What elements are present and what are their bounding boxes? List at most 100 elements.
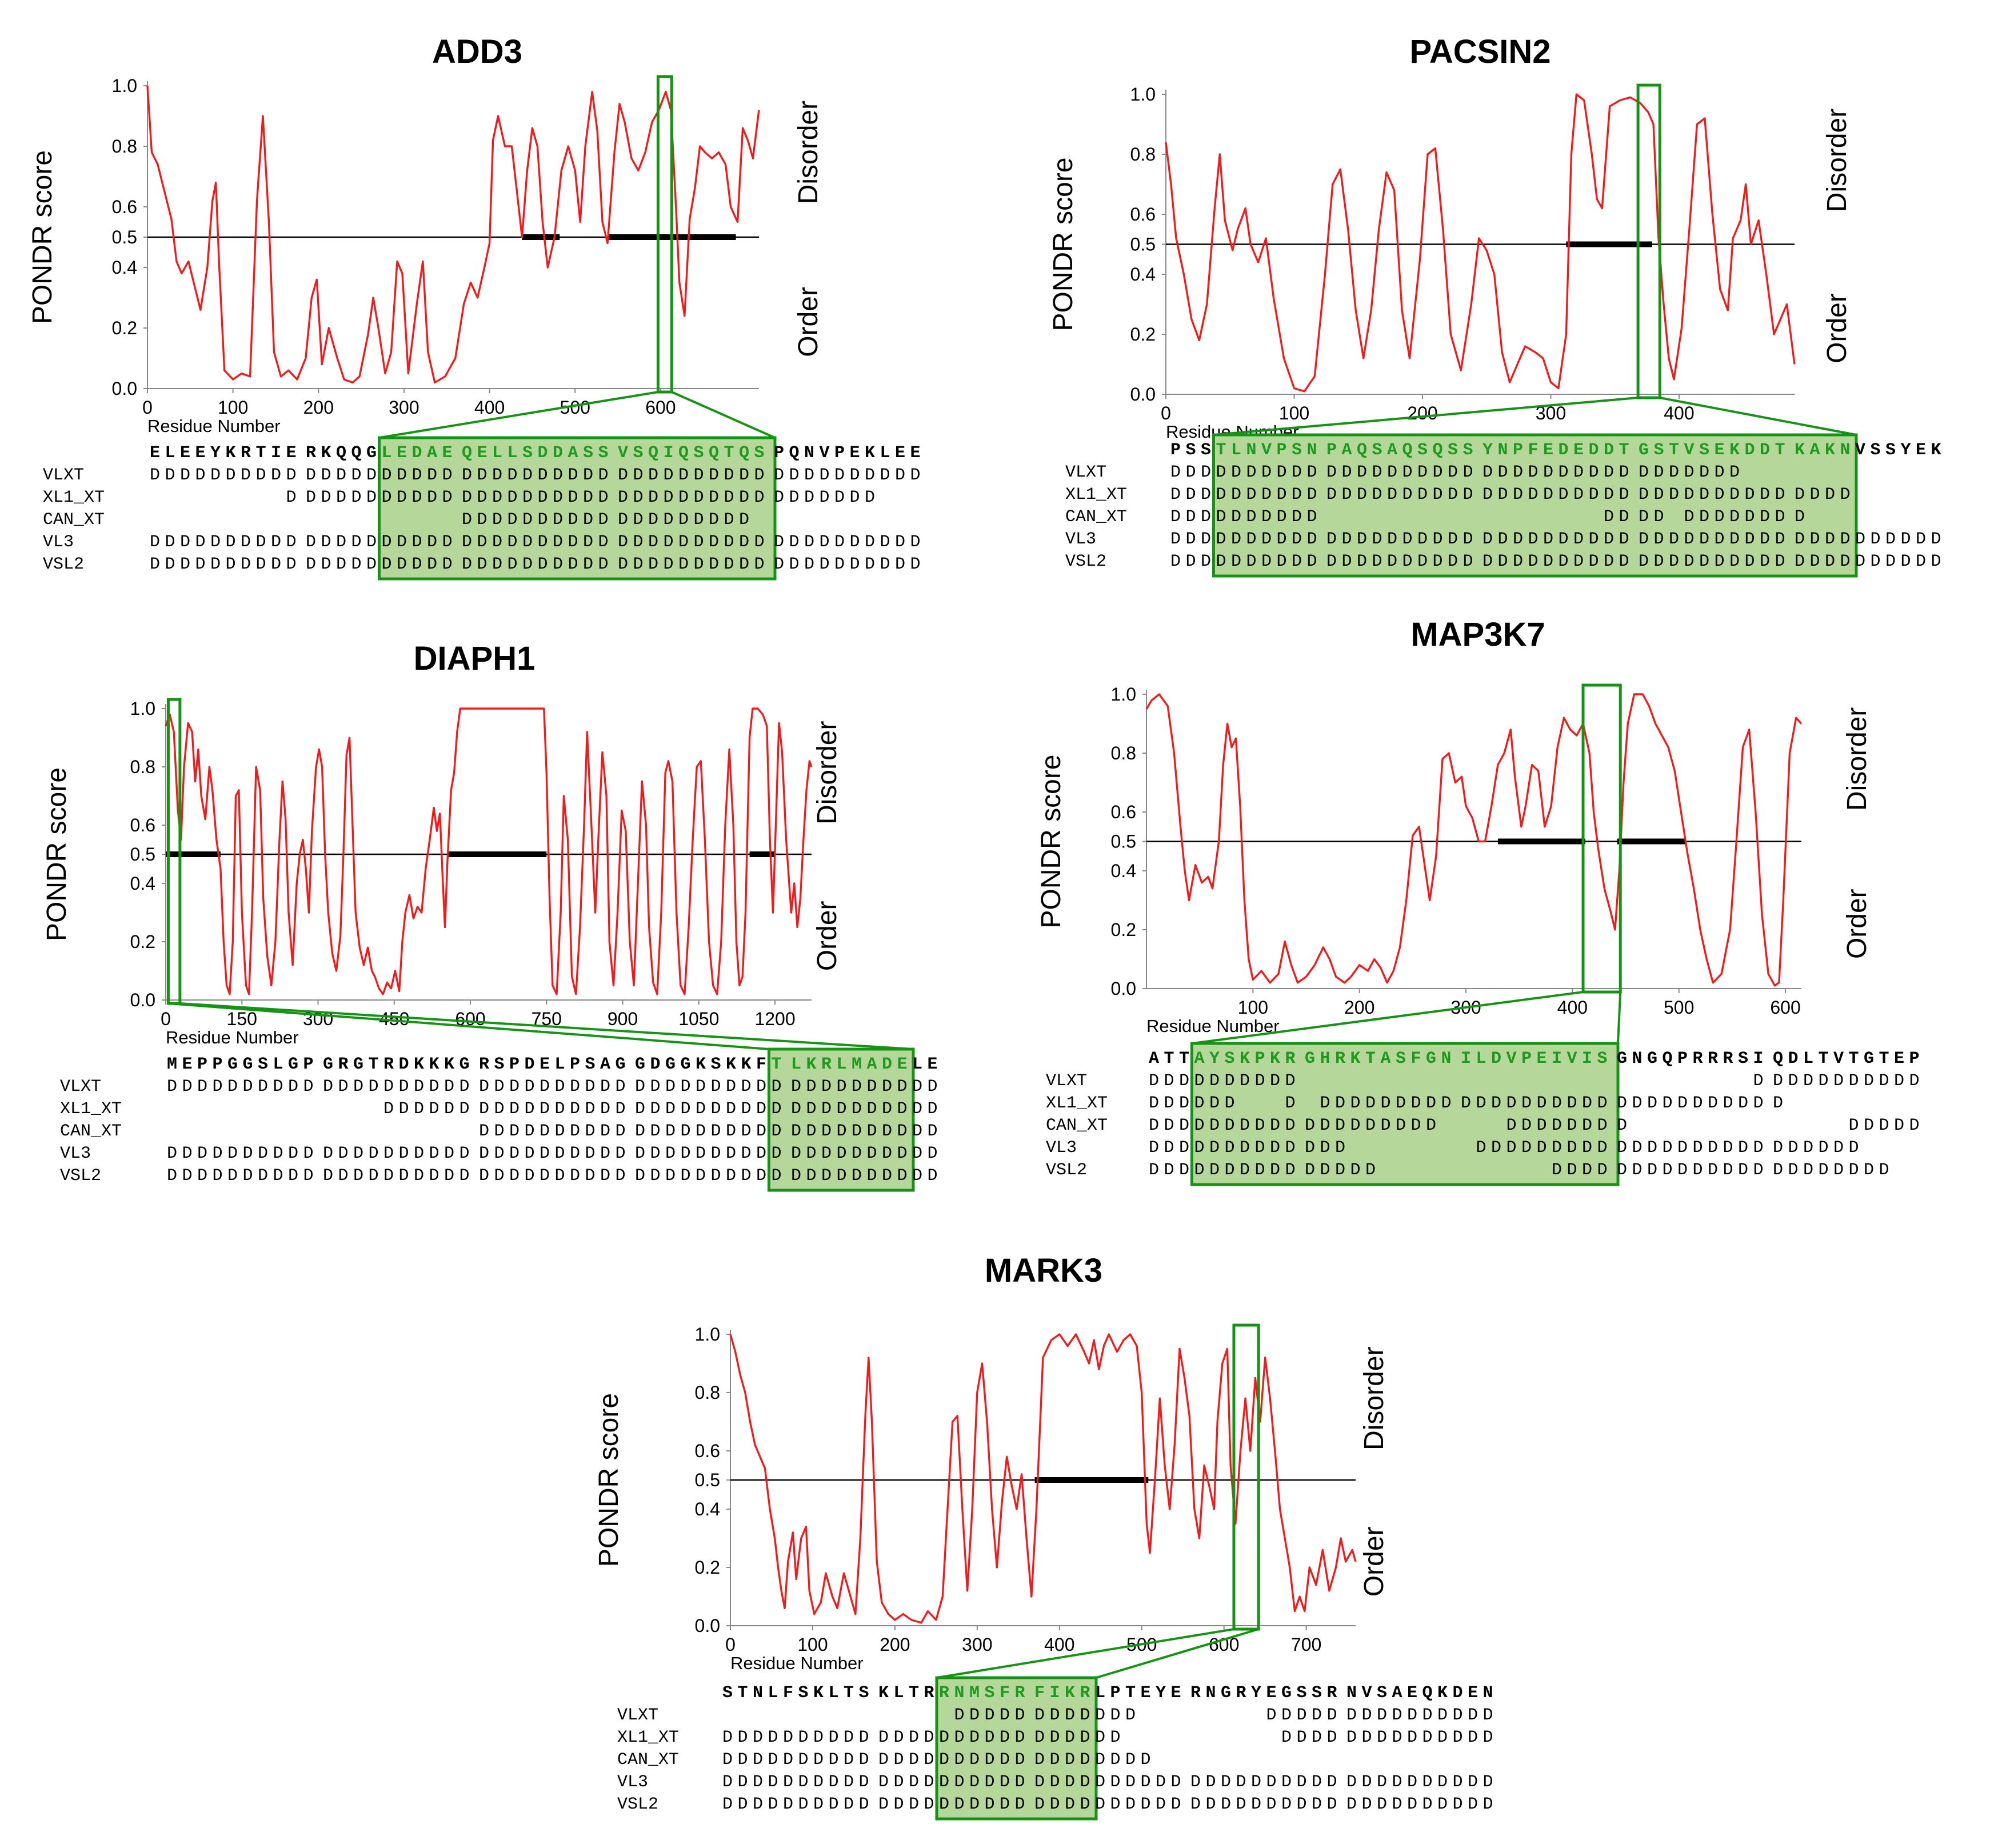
prediction-string: DDDDDDDDDDDDDDDDDDDDDDDDDD DDDDDDDDDDDDD… bbox=[722, 1728, 1206, 1747]
disorder-flag: D bbox=[1342, 530, 1352, 549]
residue-char: D bbox=[882, 1055, 892, 1074]
disorder-flag: D bbox=[1015, 1795, 1025, 1814]
disorder-flag: D bbox=[783, 1773, 793, 1792]
residue-char: Q bbox=[739, 443, 749, 463]
disorder-flag: D bbox=[844, 1773, 854, 1792]
chart-title: MAP3K7 bbox=[1410, 616, 1545, 653]
residue-char: F bbox=[1528, 441, 1539, 460]
residue-char: R bbox=[1335, 1049, 1345, 1069]
disorder-flag: D bbox=[150, 533, 160, 552]
disorder-flag: D bbox=[1000, 1706, 1010, 1725]
disorder-flag: D bbox=[1507, 1138, 1517, 1158]
zoom-connector-left bbox=[379, 391, 658, 439]
disorder-flag: D bbox=[1149, 1138, 1159, 1158]
residue-char: K bbox=[1270, 1049, 1280, 1069]
residue-char: G bbox=[227, 1055, 238, 1074]
y-tick-label: 0.0 bbox=[1111, 978, 1136, 999]
disorder-flag: D bbox=[210, 466, 221, 485]
disorder-flag: D bbox=[1350, 1161, 1361, 1180]
disorder-flag: D bbox=[1825, 530, 1835, 549]
disorder-flag: D bbox=[1149, 1116, 1159, 1135]
disorder-flag: D bbox=[508, 555, 518, 574]
disorder-flag: D bbox=[985, 1750, 995, 1770]
disorder-flag: D bbox=[321, 466, 331, 485]
sequence-highlight-region bbox=[1190, 1042, 1620, 1186]
disorder-flag: D bbox=[969, 1706, 980, 1725]
disorder-flag: D bbox=[1266, 1706, 1277, 1725]
disorder-flag: D bbox=[1669, 530, 1679, 549]
disorder-flag: D bbox=[1261, 507, 1272, 527]
disorder-flag: D bbox=[429, 1099, 439, 1119]
disorder-flag: D bbox=[383, 1166, 394, 1186]
disorder-flag: D bbox=[954, 1773, 965, 1792]
disorder-flag: D bbox=[844, 1728, 854, 1747]
disorder-flag: D bbox=[1521, 1116, 1532, 1135]
disorder-flag: D bbox=[1335, 1094, 1345, 1113]
residue-char: K bbox=[1240, 1049, 1250, 1069]
disorder-flag: D bbox=[1240, 1138, 1250, 1158]
disorder-flag: D bbox=[878, 1795, 889, 1814]
disorder-flag: D bbox=[1387, 552, 1397, 571]
disorder-flag: D bbox=[834, 533, 845, 552]
disorder-flag: D bbox=[1015, 1773, 1025, 1792]
disorder-flag: D bbox=[711, 1166, 721, 1186]
disorder-flag: D bbox=[1819, 1161, 1829, 1180]
disorder-flag: D bbox=[1411, 1116, 1421, 1135]
disorder-flag: D bbox=[1677, 1138, 1688, 1158]
disorder-flag: D bbox=[844, 1795, 854, 1814]
disorder-flag: D bbox=[306, 555, 316, 574]
predictor-label: VSL2 bbox=[1065, 552, 1106, 571]
disorder-flag: D bbox=[1206, 1773, 1216, 1792]
disorder-flag: D bbox=[1422, 1795, 1433, 1814]
residue-block: ELEEYKRTIE bbox=[150, 443, 253, 463]
disorder-flag: D bbox=[1240, 1071, 1250, 1091]
disorder-flag: D bbox=[525, 1144, 535, 1163]
disorder-flag: D bbox=[1285, 1116, 1296, 1135]
disorder-flag: D bbox=[1261, 530, 1272, 549]
disorder-flag: D bbox=[1365, 1116, 1376, 1135]
disorder-flag: D bbox=[1684, 507, 1695, 527]
predictor-label: CAN_XT bbox=[1065, 507, 1127, 527]
disorder-flag: D bbox=[1156, 1795, 1166, 1814]
disorder-flag: D bbox=[928, 1144, 938, 1163]
disorder-flag: D bbox=[1281, 1706, 1292, 1725]
disorder-flag: D bbox=[427, 555, 437, 574]
chart-title: MARK3 bbox=[985, 1252, 1102, 1289]
disorder-flag: D bbox=[867, 1144, 877, 1163]
disorder-flag: D bbox=[1619, 530, 1629, 549]
disorder-flag: D bbox=[878, 1773, 889, 1792]
residue-char: R bbox=[821, 1055, 832, 1074]
disorder-flag: D bbox=[678, 510, 689, 530]
x-tick-label: 200 bbox=[880, 1634, 910, 1655]
disorder-flag: D bbox=[1327, 1706, 1337, 1725]
disorder-flag: D bbox=[739, 555, 749, 574]
disorder-flag: D bbox=[1034, 1750, 1045, 1770]
disorder-flag: D bbox=[494, 1077, 505, 1097]
disorder-flag: D bbox=[1647, 1161, 1657, 1180]
disorder-flag: D bbox=[1179, 1094, 1189, 1113]
disorder-flag: D bbox=[1156, 1773, 1166, 1792]
disorder-flag: D bbox=[1350, 1094, 1361, 1113]
disorder-flag: D bbox=[1297, 1728, 1307, 1747]
residue-char: S bbox=[1297, 1683, 1307, 1703]
pondr-score-line bbox=[146, 85, 760, 384]
disorder-flag: D bbox=[867, 1099, 877, 1119]
residue-char: K bbox=[1931, 441, 1941, 460]
disorder-flag: D bbox=[1402, 552, 1413, 571]
residue-char: S bbox=[1225, 1049, 1235, 1069]
zoom-connector-right bbox=[671, 391, 776, 439]
disorder-flag: D bbox=[756, 1144, 766, 1163]
disorder-flag: D bbox=[150, 555, 160, 574]
disorder-flag: D bbox=[813, 1728, 824, 1747]
disorder-flag: D bbox=[1387, 485, 1397, 505]
residue-block: QELLSDDASS bbox=[462, 443, 565, 463]
disorder-flag: D bbox=[1931, 530, 1941, 549]
zoom-connector-left bbox=[1213, 397, 1639, 436]
disorder-flag: D bbox=[738, 1773, 748, 1792]
prediction-string: DDDDDDDDDDDDDDD DDDDDDDDDDDDDDDDDDDDDD bbox=[1149, 1161, 1540, 1180]
prediction-string: DDDDDDDDDDDDDDDDDDDDDDDDDDDDDDDDDDDD bbox=[167, 1099, 537, 1119]
pondr-score-line bbox=[729, 1333, 1357, 1624]
disorder-flag: D bbox=[1312, 1706, 1322, 1725]
disorder-flag: D bbox=[1729, 530, 1740, 549]
